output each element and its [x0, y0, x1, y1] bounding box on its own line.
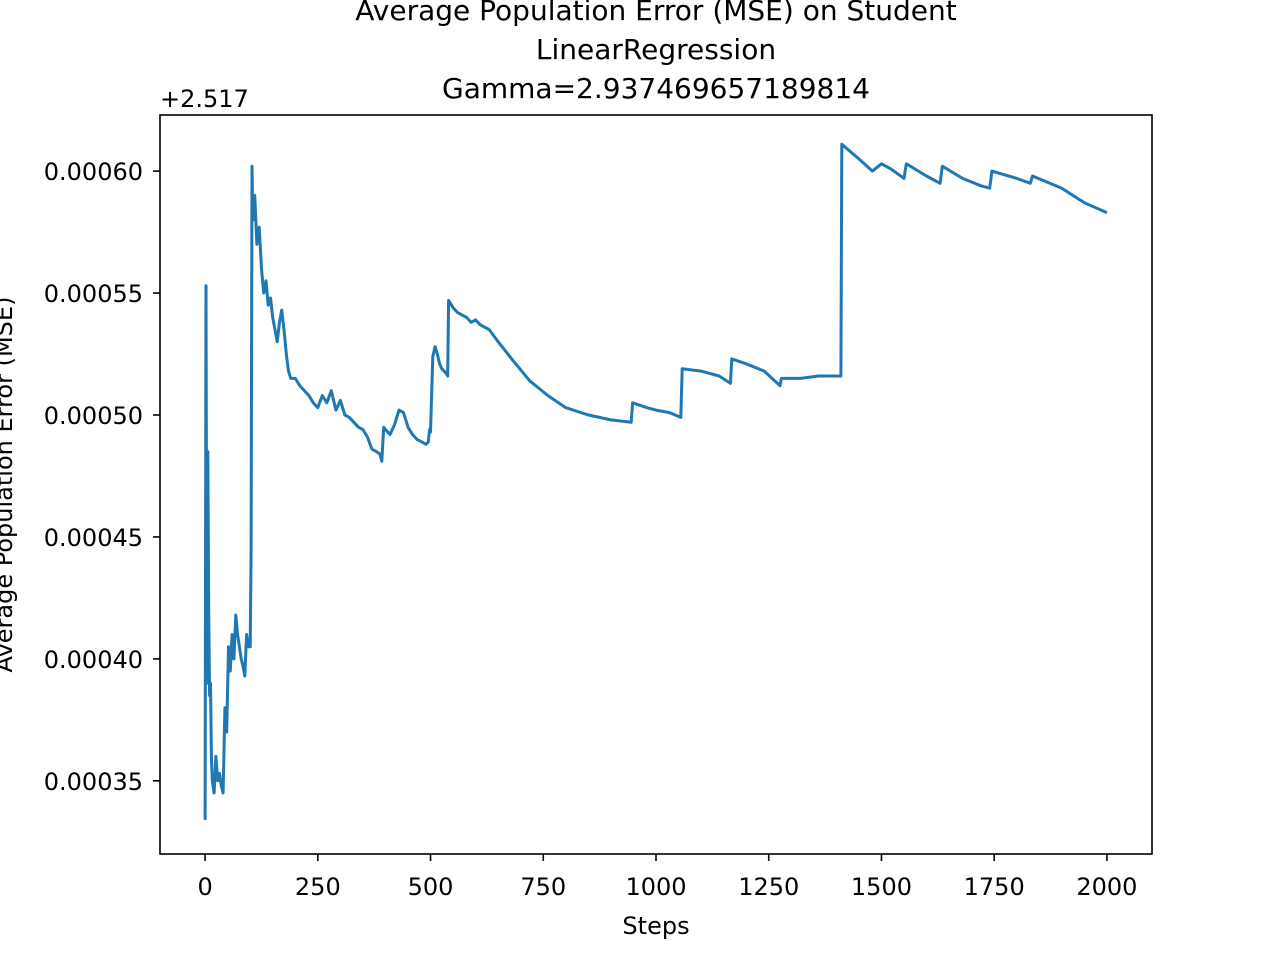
- chart-title-line-2: LinearRegression: [536, 33, 776, 66]
- y-tick-label: 0.00060: [44, 158, 143, 186]
- x-tick-label: 0: [197, 873, 212, 901]
- x-axis-label: Steps: [622, 912, 689, 940]
- y-tick-label: 0.00040: [44, 646, 143, 674]
- chart-title-line-3: Gamma=2.937469657189814: [442, 72, 870, 105]
- x-tick-label: 250: [295, 873, 341, 901]
- y-tick-label: 0.00045: [44, 524, 143, 552]
- chart-title-line-1: Average Population Error (MSE) on Studen…: [355, 0, 956, 27]
- x-tick-label: 2000: [1076, 873, 1137, 901]
- x-tick-label: 1250: [738, 873, 799, 901]
- x-axis-ticks: 0 250 500 750 1000 1250 1500 1750 2000: [197, 854, 1137, 901]
- x-tick-label: 1000: [625, 873, 686, 901]
- x-tick-label: 1750: [964, 873, 1025, 901]
- y-tick-label: 0.00035: [44, 768, 143, 796]
- y-offset-label: +2.517: [160, 85, 249, 113]
- x-tick-label: 500: [408, 873, 454, 901]
- y-tick-label: 0.00050: [44, 402, 143, 430]
- x-tick-label: 1500: [851, 873, 912, 901]
- x-tick-label: 750: [520, 873, 566, 901]
- y-tick-label: 0.00055: [44, 280, 143, 308]
- series-group: [203, 142, 1108, 820]
- y-axis-label: Average Population Error (MSE): [0, 297, 18, 673]
- series-line-0: [203, 142, 1108, 820]
- y-axis-ticks: 0.00035 0.00040 0.00045 0.00050 0.00055 0.000…: [44, 158, 160, 796]
